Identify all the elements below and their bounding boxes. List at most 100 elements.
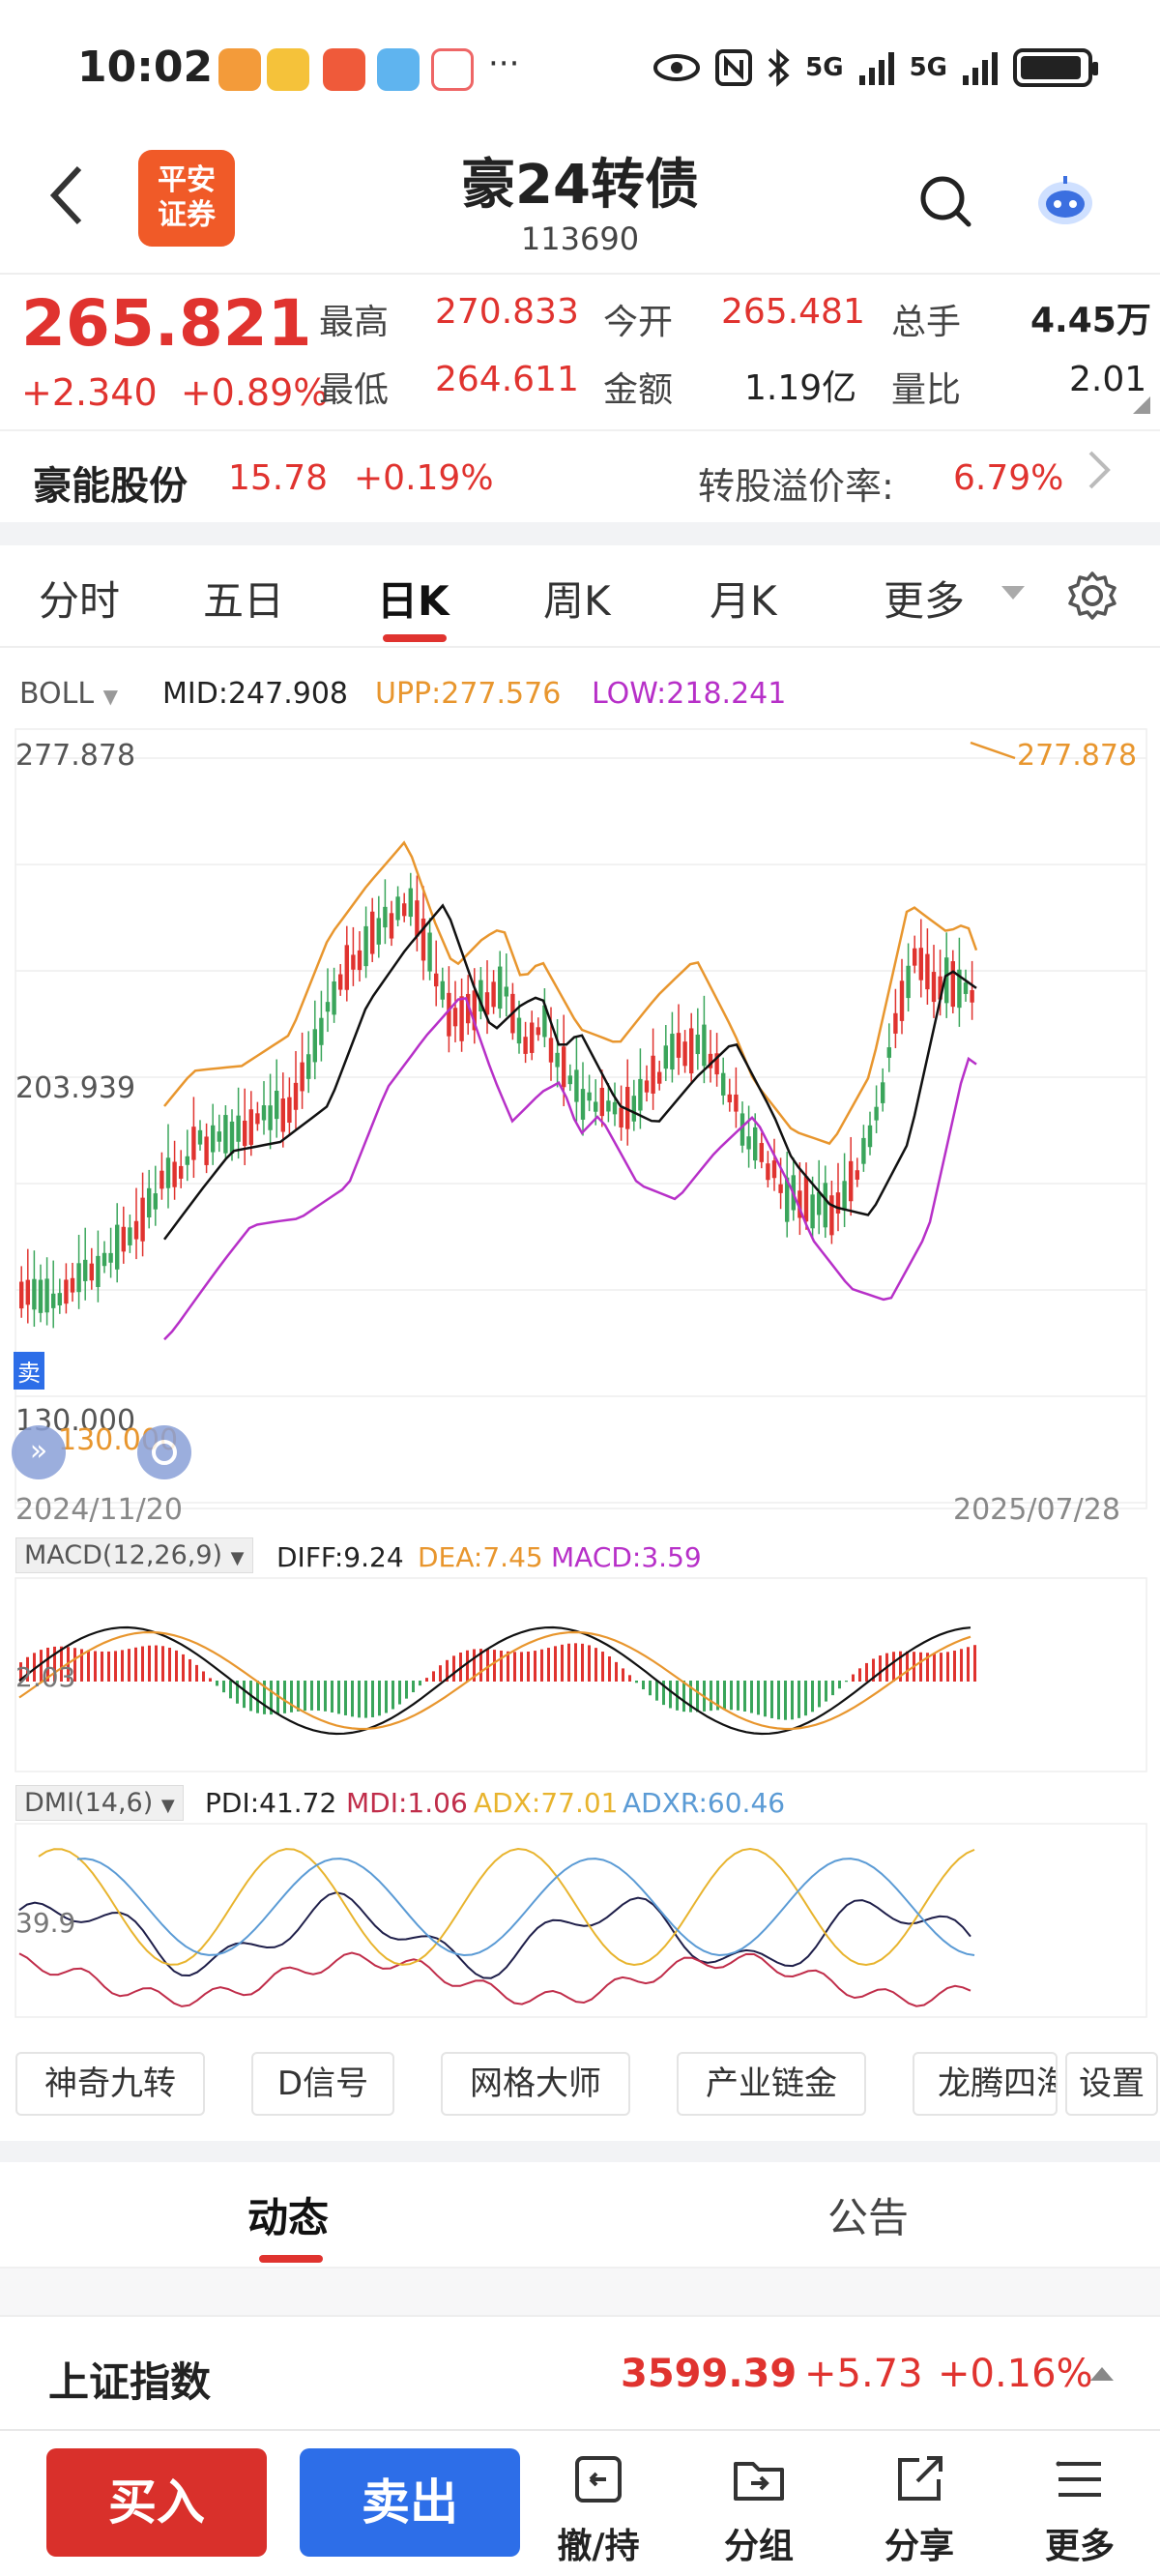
industry-chain-button[interactable]: 产业链金 [677, 2052, 866, 2116]
macd-bar [784, 1681, 787, 1720]
broker-logo[interactable]: 平安 证券 [138, 150, 235, 247]
tab-weekly-k[interactable]: 周K [543, 577, 611, 625]
nfc-icon [715, 49, 753, 86]
macd-bar [419, 1681, 421, 1686]
back-button[interactable] [48, 164, 87, 237]
dmi-indicator-selector[interactable]: DMI(14,6) ▼ [15, 1785, 184, 1821]
dragon-button[interactable]: 龙腾四海 [913, 2052, 1058, 2116]
macd-bar [973, 1645, 976, 1682]
macd-bar [466, 1650, 469, 1682]
candle-body [211, 1125, 216, 1153]
gear-icon[interactable] [1067, 571, 1117, 621]
candle-body [740, 1113, 745, 1146]
buy-button[interactable]: 买入 [46, 2448, 267, 2557]
candle-body [906, 965, 911, 999]
status-bar: 10:02 ··· 5G 5G [0, 0, 1160, 135]
eye-icon [653, 54, 701, 81]
candle-body [300, 1062, 304, 1092]
cancel-hold-button[interactable]: 撤/持 [536, 2450, 661, 2568]
expand-left-button[interactable]: » [12, 1425, 66, 1479]
candle-body [383, 906, 388, 928]
tab-daily-k[interactable]: 日K [377, 577, 450, 625]
kline-chart-area[interactable]: BOLL ▼ MID:247.908 UPP:277.576 LOW:218.2… [0, 650, 1160, 2139]
candle-body [268, 1105, 273, 1130]
macd-dea: DEA:7.45 [418, 1541, 543, 1573]
candle-body [753, 1127, 758, 1161]
search-icon[interactable] [918, 174, 972, 228]
candle-body [746, 1136, 751, 1150]
macd-bar [527, 1652, 530, 1682]
candle-body [312, 1029, 317, 1063]
candle-body [530, 1022, 535, 1053]
tab-dynamics[interactable]: 动态 [247, 2194, 330, 2241]
tab-monthly-k[interactable]: 月K [710, 577, 777, 625]
expand-corner-icon[interactable] [1133, 396, 1150, 414]
candle-body [695, 1034, 700, 1055]
index-change-percent: +0.16% [938, 2352, 1093, 2396]
grid-master-button[interactable]: 网格大师 [441, 2052, 630, 2116]
group-button[interactable]: 分组 [696, 2450, 822, 2568]
macd-bar [926, 1653, 929, 1682]
kline-chart[interactable] [0, 650, 1160, 2042]
tab-five-day[interactable]: 五日 [203, 577, 285, 625]
max-price-marker: 277.878 [1017, 739, 1138, 773]
underlying-stock-row[interactable]: 豪能股份 15.78 +0.19% 转股溢价率: 6.79% [0, 429, 1160, 522]
more-notifications-icon: ··· [488, 44, 520, 83]
signal-icon [963, 52, 998, 85]
candle-body [229, 1121, 235, 1154]
active-tab-indicator [383, 634, 447, 642]
candle-body [759, 1143, 764, 1162]
tab-announcements[interactable]: 公告 [827, 2194, 910, 2241]
market-index-ticker[interactable]: 上证指数 3599.39 +5.73 +0.16% [0, 2315, 1160, 2429]
candle-body [957, 969, 962, 1009]
active-tab-indicator [259, 2255, 323, 2263]
more-button[interactable]: 更多 [1017, 2450, 1143, 2568]
boll-upper-line [163, 840, 978, 1146]
macd-bar [892, 1652, 895, 1682]
candle-body [427, 932, 432, 972]
sell-button[interactable]: 卖出 [300, 2448, 520, 2557]
settings-button[interactable]: 设置 [1065, 2052, 1158, 2116]
amount-label: 金额 [603, 370, 674, 410]
macd-bar [967, 1647, 970, 1682]
macd-bar [737, 1681, 740, 1711]
candle-body [395, 896, 400, 921]
macd-bar [236, 1681, 239, 1704]
tab-more[interactable]: 更多 [884, 577, 966, 625]
boll-indicator-selector[interactable]: BOLL ▼ [19, 677, 119, 711]
candle-body [574, 1069, 579, 1102]
candle-body [363, 925, 368, 967]
macd-bar [811, 1681, 814, 1712]
quote-panel: 265.821 +2.340 +0.89% 最高 270.833 今开 265.… [0, 273, 1160, 427]
candle-body [785, 1177, 790, 1222]
candle-body [587, 1092, 592, 1101]
macd-bar [838, 1681, 841, 1689]
share-button[interactable]: 分享 [856, 2450, 982, 2568]
dmi-adxr: ADXR:60.46 [623, 1787, 786, 1819]
candle-body [185, 1156, 189, 1165]
macd-bar [696, 1681, 699, 1712]
macd-bar [80, 1649, 83, 1682]
candle-body [778, 1184, 783, 1193]
macd-indicator-selector[interactable]: MACD(12,26,9) ▼ [15, 1537, 253, 1573]
divider [0, 2141, 1160, 2162]
candle-body [275, 1091, 279, 1120]
candle-body [108, 1252, 113, 1263]
candle-body [478, 980, 483, 1012]
macd-bar [635, 1681, 638, 1683]
macd-bar [933, 1653, 936, 1682]
nine-turn-button[interactable]: 神奇九转 [15, 2052, 205, 2116]
candle-body [867, 1125, 873, 1148]
zoom-button[interactable] [137, 1425, 191, 1479]
battery-icon [1013, 48, 1098, 87]
tab-intraday[interactable]: 分时 [39, 577, 121, 625]
macd-bar [818, 1681, 821, 1708]
robot-assistant-icon[interactable] [1034, 172, 1096, 230]
macd-bar [757, 1681, 760, 1715]
candle-body [466, 993, 471, 1024]
d-signal-button[interactable]: D信号 [251, 2052, 394, 2116]
chevron-up-icon [1090, 2367, 1114, 2381]
news-tabs: 动态 公告 [0, 2162, 1160, 2269]
open-label: 今开 [603, 303, 674, 342]
macd-bar [425, 1678, 428, 1682]
